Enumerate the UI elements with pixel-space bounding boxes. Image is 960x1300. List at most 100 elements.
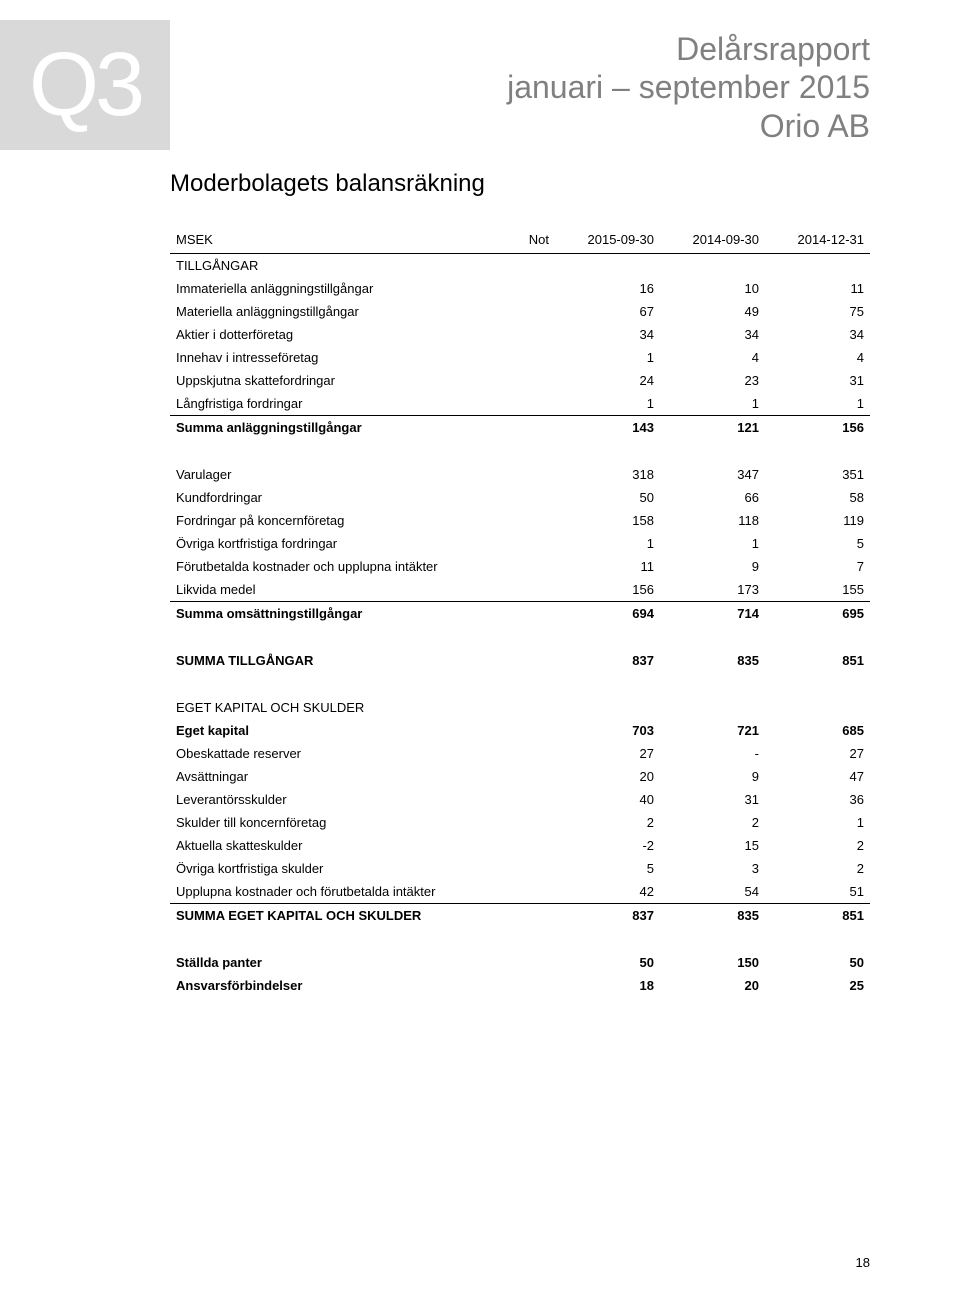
table-row: Fordringar på koncernföretag158118119	[170, 509, 870, 532]
row-value: 25	[765, 974, 870, 997]
row-value: 75	[765, 300, 870, 323]
row-value: 34	[765, 323, 870, 346]
table-row: Varulager318347351	[170, 463, 870, 486]
row-value: 58	[765, 486, 870, 509]
sum-value	[492, 602, 555, 626]
row-value: 16	[555, 277, 660, 300]
row-not	[492, 578, 555, 602]
row-value: 10	[660, 277, 765, 300]
sum-value: 121	[660, 416, 765, 440]
sum-value	[492, 649, 555, 672]
row-value: 318	[555, 463, 660, 486]
sum-label: SUMMA TILLGÅNGAR	[170, 649, 492, 672]
row-value: 31	[660, 788, 765, 811]
row-not	[492, 742, 555, 765]
col-header-c2: 2014-09-30	[660, 228, 765, 254]
table-row: Materiella anläggningstillgångar 674975	[170, 300, 870, 323]
sum-value: 156	[765, 416, 870, 440]
col-header-c1: 2015-09-30	[555, 228, 660, 254]
row-label: Långfristiga fordringar	[170, 392, 492, 416]
row-value: 347	[660, 463, 765, 486]
row-value: 2	[660, 811, 765, 834]
table-row: Ansvarsförbindelser182025	[170, 974, 870, 997]
row-label: Aktuella skatteskulder	[170, 834, 492, 857]
sum-value: 835	[660, 904, 765, 928]
sum-label: SUMMA EGET KAPITAL OCH SKULDER	[170, 904, 492, 928]
section-title: Moderbolagets balansräkning	[170, 170, 870, 198]
table-row: Skulder till koncernföretag221	[170, 811, 870, 834]
page-number: 18	[856, 1255, 870, 1270]
table-row: Obeskattade reserver27-27	[170, 742, 870, 765]
row-value: 67	[555, 300, 660, 323]
table-spacer	[170, 439, 870, 463]
row-value: 54	[660, 880, 765, 904]
table-row: Aktuella skatteskulder-2152	[170, 834, 870, 857]
table-spacer	[170, 672, 870, 696]
row-value: 11	[765, 277, 870, 300]
row-value: 40	[555, 788, 660, 811]
row-label: Varulager	[170, 463, 492, 486]
section-header-label: EGET KAPITAL OCH SKULDER	[170, 696, 870, 719]
row-not	[492, 509, 555, 532]
row-not	[492, 300, 555, 323]
row-value: 1	[555, 532, 660, 555]
row-value: 24	[555, 369, 660, 392]
table-row: Långfristiga fordringar111	[170, 392, 870, 416]
row-not	[492, 555, 555, 578]
table-sum-row: SUMMA EGET KAPITAL OCH SKULDER837835851	[170, 904, 870, 928]
row-value: 1	[765, 811, 870, 834]
row-value: 50	[555, 951, 660, 974]
header-line-1: Delårsrapport	[507, 30, 870, 68]
row-value: -2	[555, 834, 660, 857]
table-row: Aktier i dotterföretag343434	[170, 323, 870, 346]
row-label: Upplupna kostnader och förutbetalda intä…	[170, 880, 492, 904]
row-label: Fordringar på koncernföretag	[170, 509, 492, 532]
row-label: Ansvarsförbindelser	[170, 974, 492, 997]
report-header: Delårsrapport januari – september 2015 O…	[507, 30, 870, 145]
table-row: Uppskjutna skattefordringar242331	[170, 369, 870, 392]
row-value: 685	[765, 719, 870, 742]
row-value: 156	[555, 578, 660, 602]
row-value: 4	[660, 346, 765, 369]
row-label: Uppskjutna skattefordringar	[170, 369, 492, 392]
table-row: Eget kapital703721685	[170, 719, 870, 742]
sum-value: 835	[660, 649, 765, 672]
row-value: 1	[555, 392, 660, 416]
col-header-label: MSEK	[170, 228, 492, 254]
table-row: Upplupna kostnader och förutbetalda intä…	[170, 880, 870, 904]
row-value: 47	[765, 765, 870, 788]
row-not	[492, 346, 555, 369]
row-label: Materiella anläggningstillgångar	[170, 300, 492, 323]
row-not	[492, 834, 555, 857]
row-label: Kundfordringar	[170, 486, 492, 509]
row-label: Förutbetalda kostnader och upplupna intä…	[170, 555, 492, 578]
row-value: 150	[660, 951, 765, 974]
table-row: Ställda panter5015050	[170, 951, 870, 974]
row-value: 2	[765, 834, 870, 857]
table-row: Övriga kortfristiga fordringar115	[170, 532, 870, 555]
row-label: Avsättningar	[170, 765, 492, 788]
table-section-header: EGET KAPITAL OCH SKULDER	[170, 696, 870, 719]
col-header-c3: 2014-12-31	[765, 228, 870, 254]
row-value: 11	[555, 555, 660, 578]
row-label: Övriga kortfristiga fordringar	[170, 532, 492, 555]
row-value: 49	[660, 300, 765, 323]
row-value: 2	[765, 857, 870, 880]
table-row: Övriga kortfristiga skulder532	[170, 857, 870, 880]
row-not	[492, 277, 555, 300]
row-not	[492, 392, 555, 416]
header-line-2: januari – september 2015	[507, 68, 870, 106]
row-not	[492, 857, 555, 880]
row-value: 50	[765, 951, 870, 974]
row-value: 118	[660, 509, 765, 532]
table-row: Kundfordringar506658	[170, 486, 870, 509]
table-spacer	[170, 625, 870, 649]
row-value: 1	[765, 392, 870, 416]
row-value: 34	[555, 323, 660, 346]
row-label: Övriga kortfristiga skulder	[170, 857, 492, 880]
balance-table: MSEK Not 2015-09-30 2014-09-30 2014-12-3…	[170, 228, 870, 997]
row-value: 36	[765, 788, 870, 811]
sum-label: Summa anläggningstillgångar	[170, 416, 492, 440]
sum-value: 837	[555, 649, 660, 672]
sum-value: 837	[555, 904, 660, 928]
